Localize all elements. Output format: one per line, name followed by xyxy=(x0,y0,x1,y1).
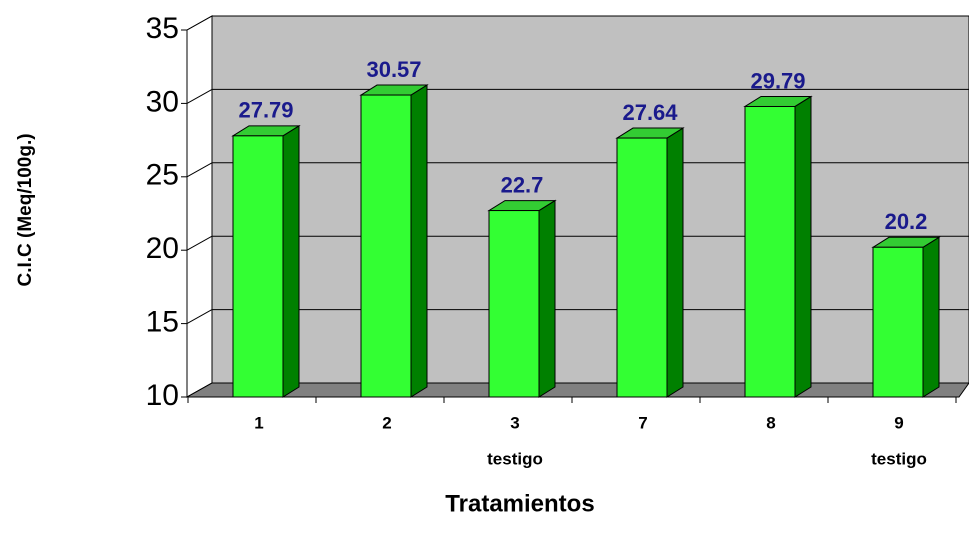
x-tick-label: testigo xyxy=(487,449,543,468)
y-tick-label: 30 xyxy=(146,85,179,118)
bar-side xyxy=(282,124,300,398)
grid-line xyxy=(186,309,213,325)
value-label: 20.2 xyxy=(885,209,928,234)
value-label: 22.7 xyxy=(501,172,544,197)
bar-side xyxy=(794,95,812,398)
y-tick-label: 35 xyxy=(146,12,179,45)
grid-line xyxy=(186,15,213,31)
y-tick-label: 15 xyxy=(146,306,179,339)
x-tick-label: 1 xyxy=(254,413,263,432)
bar xyxy=(616,137,668,398)
side-wall xyxy=(186,15,213,398)
x-tick-label: 7 xyxy=(638,413,647,432)
bar xyxy=(232,135,284,398)
back-wall xyxy=(211,15,969,384)
x-axis-label: Tratamientos xyxy=(445,490,594,517)
floor xyxy=(185,382,969,398)
bar-side xyxy=(666,127,684,398)
value-label: 30.57 xyxy=(366,57,421,82)
x-tick-label: 3 xyxy=(510,413,519,432)
bar xyxy=(744,105,796,398)
grid-line xyxy=(186,382,213,398)
x-tick-label: 9 xyxy=(894,413,903,432)
grid-line xyxy=(186,88,213,104)
y-tick-label: 20 xyxy=(146,232,179,265)
value-label: 27.64 xyxy=(622,100,678,125)
x-tick-label: 2 xyxy=(382,413,391,432)
bar-side xyxy=(410,84,428,398)
grid-line xyxy=(186,162,213,178)
bar xyxy=(360,94,412,398)
y-tick-label: 10 xyxy=(146,379,179,412)
x-tick-label: testigo xyxy=(871,449,927,468)
x-tick-label: 8 xyxy=(766,413,775,432)
value-label: 27.79 xyxy=(238,98,293,123)
bar-side xyxy=(922,236,940,398)
bar xyxy=(488,210,540,398)
y-tick-label: 25 xyxy=(146,159,179,192)
grid-line xyxy=(186,235,213,251)
value-label: 29.79 xyxy=(750,68,805,93)
y-axis-label: C.I.C (Meq/100g.) xyxy=(15,133,36,286)
bar-side xyxy=(538,199,556,398)
bar xyxy=(872,246,924,398)
